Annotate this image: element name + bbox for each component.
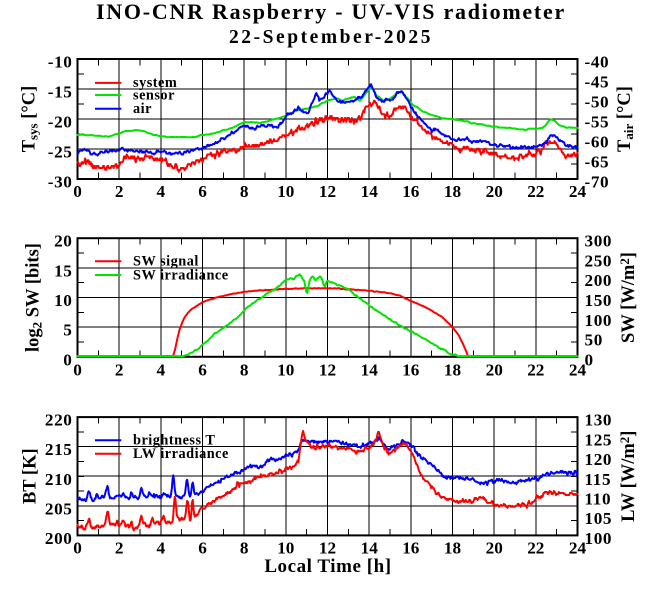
svg-text:300: 300 <box>585 232 613 251</box>
svg-text:6: 6 <box>198 361 207 380</box>
svg-text:22-September-2025: 22-September-2025 <box>229 27 433 48</box>
svg-text:-30: -30 <box>48 173 73 192</box>
svg-text:Local Time [h]: Local Time [h] <box>264 556 391 577</box>
svg-text:10: 10 <box>277 361 294 380</box>
svg-text:210: 210 <box>45 470 73 489</box>
svg-text:-20: -20 <box>48 113 73 132</box>
svg-text:24: 24 <box>569 361 587 380</box>
svg-text:-15: -15 <box>48 83 73 102</box>
svg-text:14: 14 <box>361 182 379 201</box>
svg-text:8: 8 <box>240 361 249 380</box>
svg-text:Tsys [°C]: Tsys [°C] <box>20 86 41 153</box>
svg-text:SW irradiance: SW irradiance <box>133 267 229 283</box>
svg-text:220: 220 <box>45 411 73 430</box>
svg-text:20: 20 <box>486 182 503 201</box>
svg-text:100: 100 <box>585 529 613 548</box>
svg-text:0: 0 <box>73 539 82 558</box>
svg-text:115: 115 <box>585 470 612 489</box>
svg-text:18: 18 <box>444 361 462 380</box>
svg-text:24: 24 <box>569 539 587 558</box>
svg-text:-25: -25 <box>48 143 73 162</box>
svg-text:-55: -55 <box>585 113 610 132</box>
svg-text:0: 0 <box>585 350 594 369</box>
svg-text:20: 20 <box>486 361 503 380</box>
svg-text:0: 0 <box>73 361 82 380</box>
svg-text:50: 50 <box>585 331 603 350</box>
svg-text:200: 200 <box>585 271 613 290</box>
svg-text:16: 16 <box>402 539 420 558</box>
svg-text:22: 22 <box>527 182 544 201</box>
svg-text:150: 150 <box>585 291 613 310</box>
svg-text:18: 18 <box>444 539 462 558</box>
svg-text:20: 20 <box>486 539 503 558</box>
svg-text:2: 2 <box>115 361 124 380</box>
svg-text:10: 10 <box>277 182 294 201</box>
svg-text:2: 2 <box>115 539 124 558</box>
svg-text:4: 4 <box>157 182 166 201</box>
svg-text:16: 16 <box>402 182 420 201</box>
svg-text:12: 12 <box>319 539 336 558</box>
svg-text:10: 10 <box>54 291 72 310</box>
svg-text:-10: -10 <box>48 53 73 72</box>
svg-text:215: 215 <box>45 440 73 459</box>
svg-text:INO-CNR Raspberry - UV-VIS rad: INO-CNR Raspberry - UV-VIS radiometer <box>96 0 566 24</box>
svg-text:sensor: sensor <box>133 87 175 103</box>
svg-text:brightness T: brightness T <box>133 433 215 449</box>
svg-text:BT [K]: BT [K] <box>21 448 41 504</box>
svg-text:5: 5 <box>63 321 72 340</box>
svg-text:log2 SW [bits]: log2 SW [bits] <box>24 243 45 352</box>
svg-text:18: 18 <box>444 182 462 201</box>
svg-text:SW signal: SW signal <box>133 254 199 270</box>
svg-text:0: 0 <box>73 182 82 201</box>
svg-text:15: 15 <box>54 261 72 280</box>
svg-text:-60: -60 <box>585 133 610 152</box>
svg-text:205: 205 <box>45 499 73 518</box>
svg-text:110: 110 <box>585 490 612 509</box>
svg-text:125: 125 <box>585 430 613 449</box>
svg-text:system: system <box>133 75 177 91</box>
svg-text:0: 0 <box>63 350 72 369</box>
svg-text:16: 16 <box>402 361 420 380</box>
svg-text:100: 100 <box>585 311 613 330</box>
svg-text:Tair [°C]: Tair [°C] <box>615 86 636 152</box>
svg-text:4: 4 <box>157 539 166 558</box>
svg-text:250: 250 <box>585 252 613 271</box>
svg-text:8: 8 <box>240 182 249 201</box>
svg-text:6: 6 <box>198 182 207 201</box>
svg-text:120: 120 <box>585 450 613 469</box>
svg-text:12: 12 <box>319 361 336 380</box>
svg-text:24: 24 <box>569 182 587 201</box>
svg-text:14: 14 <box>361 539 379 558</box>
svg-text:14: 14 <box>361 361 379 380</box>
svg-text:105: 105 <box>585 509 613 528</box>
svg-text:2: 2 <box>115 182 124 201</box>
svg-text:-65: -65 <box>585 153 610 172</box>
svg-text:air: air <box>133 101 152 117</box>
svg-text:12: 12 <box>319 182 336 201</box>
svg-text:8: 8 <box>240 539 249 558</box>
svg-text:-45: -45 <box>585 73 610 92</box>
svg-text:LW irradiance: LW irradiance <box>133 446 229 462</box>
svg-text:22: 22 <box>527 539 544 558</box>
svg-text:200: 200 <box>45 529 73 548</box>
svg-text:-70: -70 <box>585 173 610 192</box>
svg-text:6: 6 <box>198 539 207 558</box>
svg-text:20: 20 <box>54 232 72 251</box>
svg-text:4: 4 <box>157 361 166 380</box>
svg-text:SW [W/m2]: SW [W/m2] <box>617 252 639 343</box>
svg-text:-40: -40 <box>585 53 610 72</box>
svg-text:130: 130 <box>585 411 613 430</box>
svg-text:LW [W/m2]: LW [W/m2] <box>617 431 639 522</box>
svg-text:-50: -50 <box>585 93 610 112</box>
svg-text:10: 10 <box>277 539 294 558</box>
svg-text:22: 22 <box>527 361 544 380</box>
